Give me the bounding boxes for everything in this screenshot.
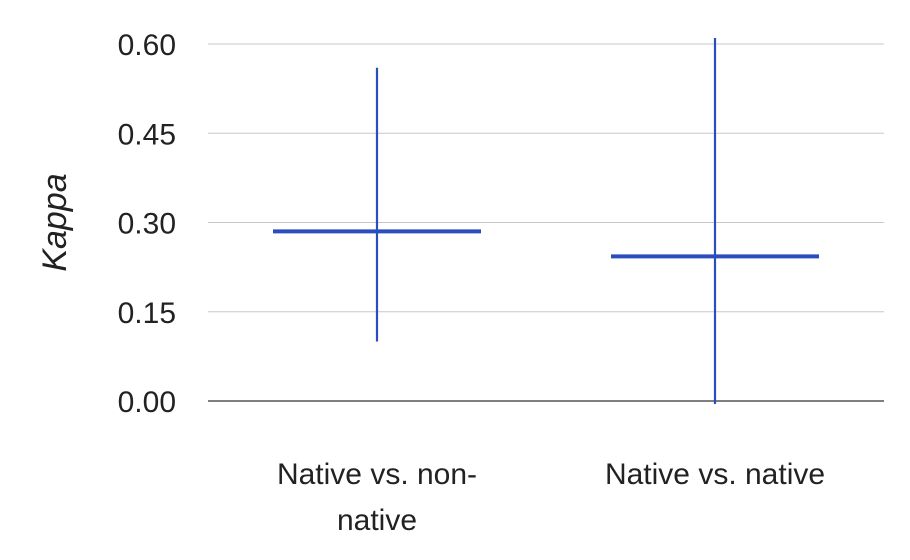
- x-axis-categories: Native vs. non-native Native vs. native: [277, 458, 825, 537]
- y-tick-label: 0.60: [118, 29, 176, 62]
- y-tick-label: 0.00: [118, 386, 176, 419]
- data-marks: [273, 38, 819, 404]
- gridlines: [208, 43, 884, 402]
- y-tick-label: 0.45: [118, 118, 176, 151]
- x-category-label: Native vs. native: [605, 458, 825, 491]
- y-axis-ticks: 0.00 0.15 0.30 0.45 0.60: [118, 29, 176, 419]
- y-tick-label: 0.15: [118, 297, 176, 330]
- x-category-label: Native vs. non-: [277, 458, 477, 491]
- y-axis-title: Kappa: [36, 173, 74, 271]
- y-tick-label: 0.30: [118, 208, 176, 241]
- x-category-label: native: [337, 504, 417, 537]
